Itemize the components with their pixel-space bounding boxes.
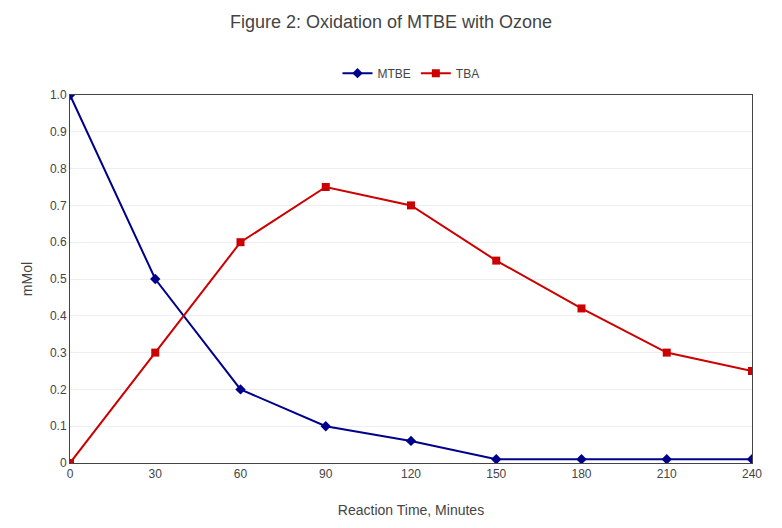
svg-text:0.3: 0.3 bbox=[50, 346, 67, 360]
svg-text:0.2: 0.2 bbox=[50, 383, 67, 397]
svg-text:30: 30 bbox=[149, 467, 163, 481]
svg-text:120: 120 bbox=[401, 467, 421, 481]
svg-text:0.1: 0.1 bbox=[50, 419, 67, 433]
svg-text:Figure 2: Oxidation of MTBE wi: Figure 2: Oxidation of MTBE with Ozone bbox=[230, 12, 552, 32]
svg-text:240: 240 bbox=[742, 467, 762, 481]
svg-text:MTBE: MTBE bbox=[378, 67, 411, 81]
svg-text:0.8: 0.8 bbox=[50, 162, 67, 176]
svg-text:0.9: 0.9 bbox=[50, 125, 67, 139]
svg-text:0.7: 0.7 bbox=[50, 199, 67, 213]
svg-text:0: 0 bbox=[67, 467, 74, 481]
svg-text:mMol: mMol bbox=[19, 262, 35, 296]
svg-text:0.5: 0.5 bbox=[50, 272, 67, 286]
svg-text:210: 210 bbox=[657, 467, 677, 481]
svg-text:0: 0 bbox=[60, 456, 67, 470]
svg-text:0.6: 0.6 bbox=[50, 235, 67, 249]
svg-text:Reaction Time, Minutes: Reaction Time, Minutes bbox=[338, 502, 484, 518]
svg-text:0.4: 0.4 bbox=[50, 309, 67, 323]
svg-text:TBA: TBA bbox=[456, 67, 479, 81]
svg-text:60: 60 bbox=[234, 467, 248, 481]
svg-text:150: 150 bbox=[486, 467, 506, 481]
svg-text:90: 90 bbox=[319, 467, 333, 481]
svg-text:1.0: 1.0 bbox=[50, 88, 67, 102]
svg-text:180: 180 bbox=[571, 467, 591, 481]
